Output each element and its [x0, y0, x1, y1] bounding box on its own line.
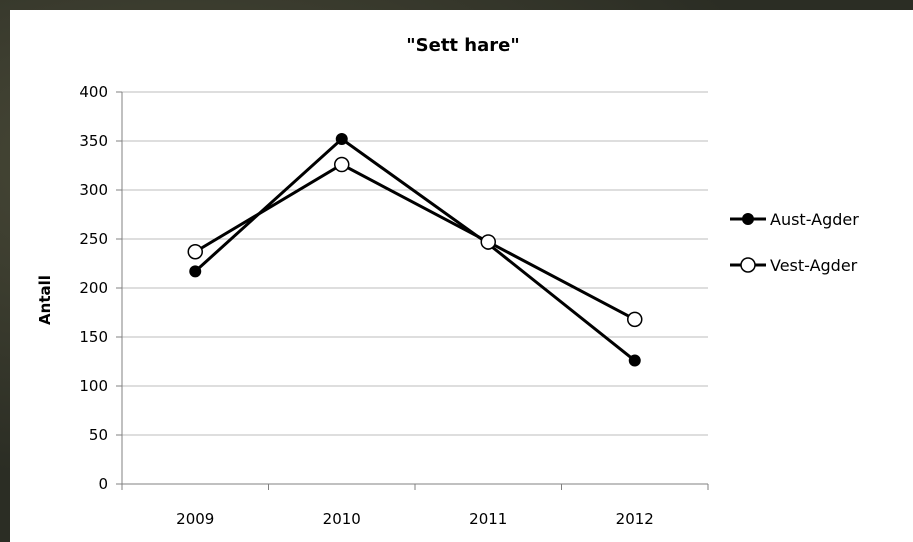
data-point: [334, 156, 350, 173]
y-tick-label: 400: [79, 83, 108, 101]
y-tick-label: 0: [98, 475, 108, 493]
y-axis-label: Antall: [36, 275, 54, 325]
data-point: [628, 354, 641, 367]
series-line-aust-agder: [194, 137, 636, 362]
y-axis-ticks: 0 50 100 150 200 250 300 350 400: [79, 83, 108, 493]
series-lines: [187, 133, 643, 367]
x-axis-ticks: 2009 2010 2011 2012: [176, 510, 654, 528]
data-point: [189, 265, 202, 278]
y-tick-label: 50: [89, 426, 108, 444]
y-tick-label: 250: [79, 230, 108, 248]
x-tick-label: 2009: [176, 510, 214, 528]
data-point: [627, 311, 643, 328]
series-line-vest-agder: [194, 162, 636, 321]
x-tick-label: 2011: [469, 510, 507, 528]
x-tick-label: 2010: [323, 510, 361, 528]
legend-label: Aust-Agder: [770, 210, 859, 229]
y-tick-label: 300: [79, 181, 108, 199]
y-tick-label: 200: [79, 279, 108, 297]
legend-marker: [740, 257, 756, 273]
legend-label: Vest-Agder: [770, 256, 858, 275]
y-tick-label: 150: [79, 328, 108, 346]
line-chart: "Sett hare" Antall 0 50 100 150 200 250 300 350…: [36, 35, 859, 528]
chart-frame: "Sett hare" Antall 0 50 100 150 200 250 300 350…: [10, 10, 913, 542]
data-point: [480, 234, 496, 250]
y-tick-label: 100: [79, 377, 108, 395]
y-tick-label: 350: [79, 132, 108, 150]
data-point: [335, 133, 348, 146]
gridlines: [116, 91, 709, 490]
x-tick-label: 2012: [616, 510, 654, 528]
legend-marker: [742, 213, 754, 225]
chart-title: "Sett hare": [406, 35, 519, 56]
data-point: [187, 243, 203, 260]
legend: Aust-Agder Vest-Agder: [730, 210, 859, 275]
